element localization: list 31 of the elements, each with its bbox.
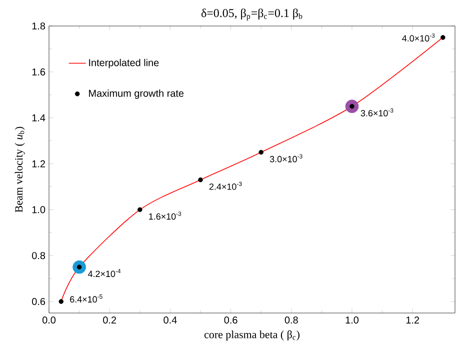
x-tick-label: 0.6 bbox=[224, 316, 238, 324]
annotation: 2.4×10$^{-3}$ bbox=[209, 182, 242, 190]
y-tick-label: 1.4 bbox=[32, 114, 46, 122]
chart-title: δ=0.05, β$_{p}$=β$_{c}$=0.1 β$_{b}$ bbox=[201, 8, 302, 20]
point bbox=[258, 150, 264, 155]
point bbox=[138, 207, 142, 212]
x-tick-label: 0.8 bbox=[284, 316, 298, 324]
point bbox=[440, 35, 446, 40]
x-tick-label: 0.4 bbox=[164, 316, 177, 324]
y-tick-label: 1.8 bbox=[32, 22, 46, 30]
y-axis-title: Beam velocity ( u$_{b}$) bbox=[14, 126, 25, 212]
x-tick-label: 1.2 bbox=[406, 316, 420, 324]
x-tick-label: 0.0 bbox=[42, 316, 56, 324]
annotation: 4.2×10$^{-4}$ bbox=[88, 269, 121, 278]
legend-label: Interpolated line bbox=[89, 58, 159, 68]
y-tick-label: 0.8 bbox=[32, 252, 46, 260]
point bbox=[198, 177, 203, 182]
annotation: 1.6×10$^{-3}$ bbox=[149, 212, 182, 220]
y-tick-label: 1.6 bbox=[32, 68, 46, 76]
y-tick-label: 0.6 bbox=[32, 298, 46, 306]
annotation: 6.4×10$^{-5}$ bbox=[70, 294, 102, 303]
legend-label: Maximum growth rate bbox=[89, 90, 184, 99]
x-axis-title: core plasma beta ( β$_{c}$) bbox=[204, 330, 300, 340]
x-tick-label: 1.0 bbox=[346, 316, 359, 324]
x-tick-label: 0.2 bbox=[103, 316, 116, 324]
annotation: 3.0×10$^{-3}$ bbox=[270, 154, 302, 162]
annotation: 3.6×10$^{-3}$ bbox=[360, 108, 394, 116]
point bbox=[58, 299, 64, 304]
y-tick-label: 1.0 bbox=[32, 206, 46, 214]
y-tick-label: 1.2 bbox=[32, 160, 45, 168]
annotation: 4.0×10$^{-3}$ bbox=[402, 33, 435, 42]
